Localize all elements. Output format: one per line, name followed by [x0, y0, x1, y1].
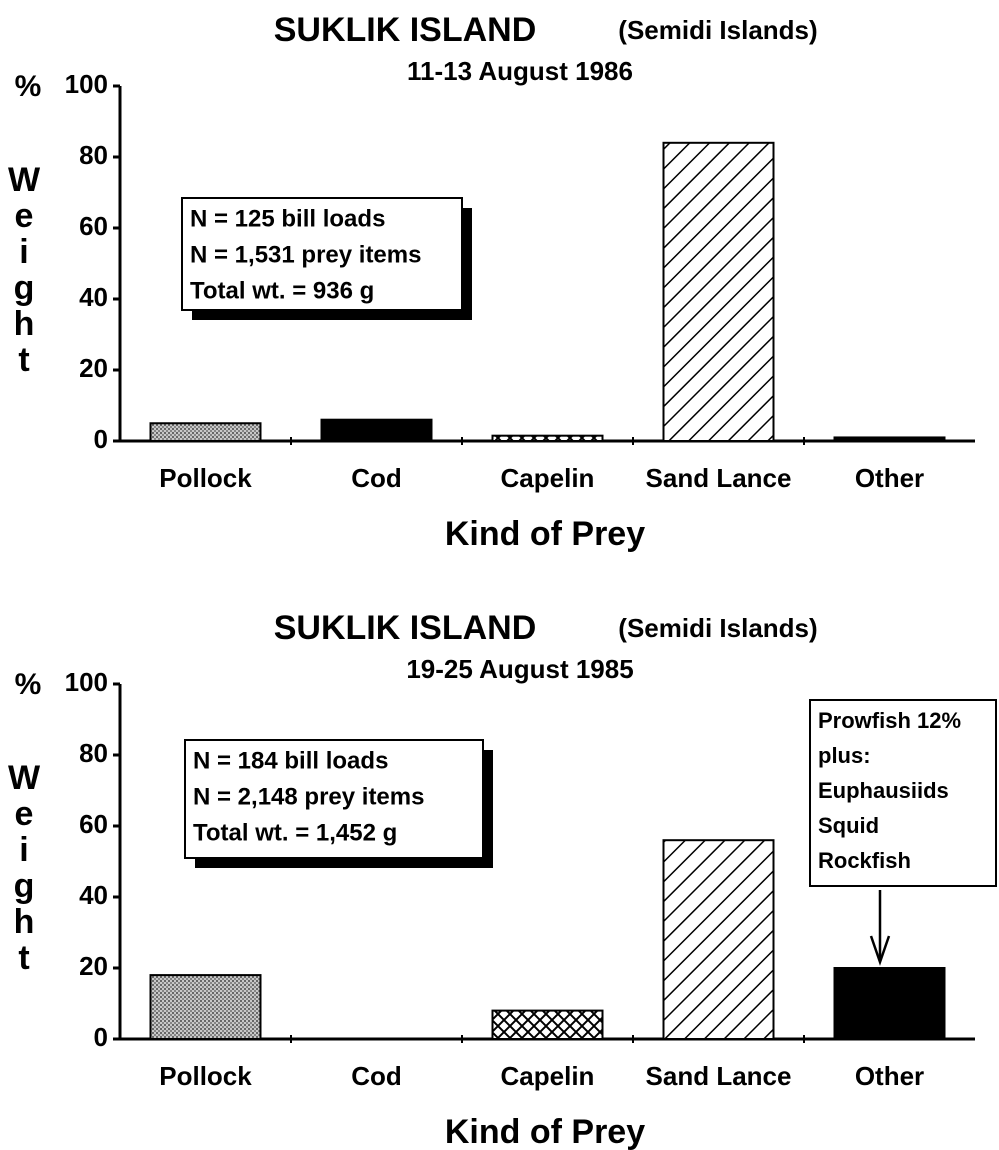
- chart-title: SUKLIK ISLAND: [274, 609, 537, 647]
- bar: [149, 422, 262, 442]
- y-unit-label: %: [15, 668, 42, 701]
- y-tick-label: 40: [79, 880, 108, 910]
- y-tick-label: 100: [65, 667, 108, 697]
- y-tick-label: 20: [79, 353, 108, 383]
- chart-subtitle: (Semidi Islands): [618, 613, 817, 643]
- y-tick-label: 60: [79, 809, 108, 839]
- annotation-text: Rockfish: [818, 848, 911, 873]
- x-tick-label: Capelin: [501, 463, 595, 493]
- annotation-text: Squid: [818, 813, 879, 838]
- y-unit-label: %: [15, 70, 42, 103]
- bar: [662, 141, 775, 443]
- annotation-text: plus:: [818, 743, 871, 768]
- annotation-box: [184, 739, 484, 859]
- bar: [491, 434, 604, 442]
- annotation-text: N = 2,148 prey items: [193, 783, 424, 810]
- y-tick-label: 40: [79, 282, 108, 312]
- y-tick-label: 80: [79, 140, 108, 170]
- x-tick-label: Other: [855, 1061, 924, 1091]
- y-axis-label: Weight: [5, 161, 43, 377]
- x-tick-label: Sand Lance: [646, 463, 792, 493]
- annotation-text: Total wt. = 1,452 g: [193, 819, 397, 846]
- bar: [149, 974, 262, 1040]
- annotation-box: [809, 699, 997, 887]
- y-tick-label: 60: [79, 211, 108, 241]
- bar: [662, 839, 775, 1041]
- chart-title: SUKLIK ISLAND: [274, 11, 537, 49]
- annotation-box: [181, 197, 463, 311]
- y-axis-label: Weight: [5, 759, 43, 975]
- y-tick-label: 0: [94, 1022, 108, 1052]
- bar: [491, 1009, 604, 1040]
- x-tick-label: Sand Lance: [646, 1061, 792, 1091]
- bar: [833, 436, 946, 443]
- y-tick-label: 100: [65, 69, 108, 99]
- annotation-text: N = 125 bill loads: [190, 205, 385, 232]
- x-tick-label: Pollock: [159, 463, 252, 493]
- bar: [833, 967, 946, 1040]
- annotation-text: Euphausiids: [818, 778, 949, 803]
- y-tick-label: 20: [79, 951, 108, 981]
- annotation-text: Prowfish 12%: [818, 708, 961, 733]
- annotation-text: N = 184 bill loads: [193, 747, 388, 774]
- bar: [320, 418, 433, 443]
- y-tick-label: 80: [79, 738, 108, 768]
- annotation-text: N = 1,531 prey items: [190, 241, 421, 268]
- annotation-text: Total wt. = 936 g: [190, 277, 374, 304]
- x-tick-label: Pollock: [159, 1061, 252, 1091]
- chart-date: 11-13 August 1986: [407, 56, 633, 86]
- x-axis-label: Kind of Prey: [445, 1113, 645, 1150]
- chart-date: 19-25 August 1985: [406, 654, 633, 684]
- chart-subtitle: (Semidi Islands): [618, 15, 817, 45]
- x-axis-label: Kind of Prey: [445, 515, 645, 553]
- x-tick-label: Capelin: [501, 1061, 595, 1091]
- x-tick-label: Other: [855, 463, 924, 493]
- annotation-arrowhead: [869, 935, 891, 966]
- x-tick-label: Cod: [351, 463, 402, 493]
- y-tick-label: 0: [94, 424, 108, 454]
- x-tick-label: Cod: [351, 1061, 402, 1091]
